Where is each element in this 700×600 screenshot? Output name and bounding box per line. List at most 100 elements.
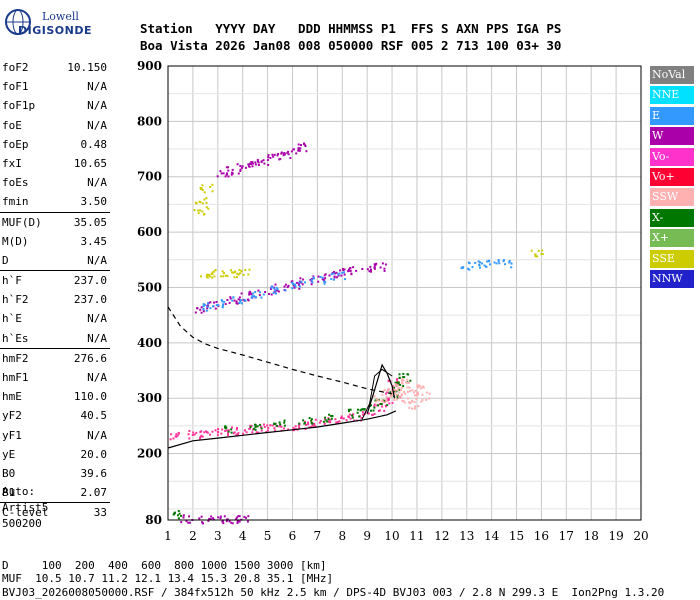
echo-point [474, 260, 489, 269]
y-tick-label: 300 [137, 391, 162, 405]
y-tick-label: 500 [137, 280, 162, 294]
echo-point [291, 280, 306, 290]
echo-dot [239, 300, 242, 303]
echo-dot [347, 408, 350, 411]
echo-dot [275, 286, 278, 289]
echo-dot [348, 413, 351, 416]
echo-dot [383, 399, 386, 402]
echo-dot [416, 384, 419, 387]
echo-dot [222, 522, 225, 525]
echo-dot [236, 433, 239, 436]
echo-dot [340, 274, 343, 277]
y-tick-label: 700 [137, 170, 162, 184]
echo-dot [180, 521, 183, 524]
echo-dot [227, 166, 229, 169]
echo-point [286, 280, 301, 290]
param-row: yF1 N/A [0, 426, 110, 445]
echo-dot [334, 418, 337, 421]
echo-dot [223, 300, 226, 303]
echo-dot [330, 273, 333, 276]
echo-dot [237, 273, 240, 276]
echo-dot [269, 157, 272, 159]
echo-dot [386, 404, 389, 407]
echo-dot [287, 284, 290, 287]
echo-dot [276, 289, 279, 292]
echo-dot [381, 262, 384, 265]
echo-dot [244, 268, 247, 271]
echo-dot [270, 286, 273, 289]
echo-dot [201, 184, 204, 187]
echo-dot [254, 426, 257, 428]
echo-dot [333, 271, 335, 273]
echo-dot [341, 271, 344, 274]
echo-dot [213, 275, 216, 278]
echo-dot [278, 421, 281, 424]
echo-dot [420, 400, 423, 403]
echo-dot [237, 515, 240, 517]
echo-dot [259, 425, 262, 428]
echo-dot [402, 385, 405, 388]
x-tick-label: 14 [484, 529, 500, 543]
echo-dot [333, 272, 336, 275]
echo-dot [203, 198, 206, 201]
echo-dot [321, 276, 324, 279]
echo-dot [201, 202, 204, 205]
echo-dot [238, 269, 241, 272]
echo-dot [369, 265, 372, 268]
echo-point [310, 276, 327, 285]
echo-dot [395, 393, 398, 396]
echo-dot [187, 521, 190, 524]
echo-dot [214, 429, 217, 432]
echo-dot [250, 161, 253, 163]
echo-dot [234, 270, 237, 273]
legend-item: Vo- [650, 147, 694, 166]
echo-dot [172, 513, 175, 516]
echo-dot [428, 392, 431, 395]
auto-label: Auto: [2, 485, 36, 498]
echo-dot [275, 292, 277, 295]
x-tick-label: 13 [459, 529, 474, 543]
echo-dot [293, 286, 296, 289]
echo-dot [205, 275, 208, 278]
echo-dot [266, 159, 269, 161]
echo-dot [236, 522, 239, 524]
echo-point [200, 272, 214, 279]
echo-dot [262, 159, 265, 162]
echo-dot [239, 168, 242, 171]
echo-dot [471, 266, 474, 269]
plot-frame [167, 65, 642, 521]
echo-point [273, 419, 286, 427]
echo-dot [328, 274, 331, 277]
echo-dot [211, 271, 214, 274]
echo-point [415, 391, 431, 401]
echo-point [298, 417, 314, 425]
echo-dot [226, 429, 229, 432]
echo-dot [209, 185, 212, 188]
echo-dot [353, 419, 356, 422]
echo-point [322, 413, 334, 423]
echo-dot [385, 392, 388, 395]
param-row: foF1p N/A [0, 96, 110, 115]
param-value: 0.48 [80, 137, 108, 151]
echo-dot [371, 414, 374, 416]
echo-dot [402, 379, 405, 382]
echo-dot [226, 274, 229, 277]
echo-dot [530, 249, 533, 252]
echo-dot [391, 401, 394, 404]
echo-dot [200, 430, 203, 433]
muf-row: MUF 10.5 10.7 11.2 12.1 13.4 15.3 20.8 3… [2, 572, 334, 585]
echo-dot [349, 269, 352, 272]
echo-dot [360, 408, 363, 411]
echo-dot [397, 395, 400, 398]
echo-dot [348, 268, 350, 271]
echo-dot [361, 411, 364, 414]
echo-dot [220, 172, 223, 175]
param-value: 35.05 [73, 215, 107, 229]
echo-dot [274, 283, 277, 286]
echo-point [530, 249, 544, 258]
x-tick-label: 10 [384, 529, 399, 543]
x-tick-label: 16 [534, 529, 549, 543]
y-tick-label: 800 [137, 114, 162, 128]
echo-dot [385, 398, 388, 401]
echo-dot [219, 515, 222, 518]
